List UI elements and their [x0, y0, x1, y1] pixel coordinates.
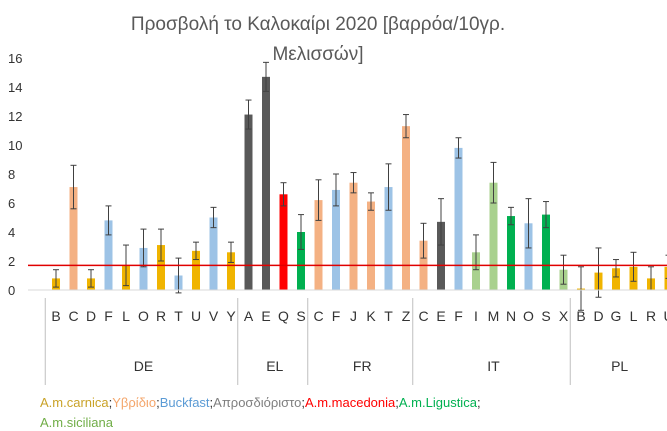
bar: [367, 201, 375, 290]
legend-entry: Buckfast: [160, 395, 210, 410]
x-tick-label: O: [523, 308, 534, 324]
x-tick-label: E: [436, 308, 445, 324]
bar: [279, 194, 288, 290]
legend-separator: ;: [156, 395, 160, 410]
group-label: DE: [134, 358, 153, 374]
y-tick-label: 8: [8, 167, 15, 182]
legend-separator: ;: [109, 395, 113, 410]
bar: [104, 220, 113, 290]
x-tick-label: C: [418, 308, 428, 324]
x-tick-label: R: [156, 308, 166, 324]
legend-separator: ;: [210, 395, 214, 410]
legend-separator: ;: [477, 395, 481, 410]
x-tick-label: M: [488, 308, 500, 324]
group-label: EL: [266, 358, 283, 374]
x-tick-label: A: [244, 308, 254, 324]
x-tick-label: L: [630, 308, 638, 324]
bar: [437, 221, 445, 290]
x-tick-label: F: [454, 308, 463, 324]
x-tick-label: X: [559, 308, 569, 324]
y-tick-label: 4: [8, 225, 15, 240]
x-tick-label: K: [366, 308, 376, 324]
x-tick-label: N: [506, 308, 516, 324]
bar: [384, 187, 393, 290]
legend-entry: A.m.siciliana: [40, 415, 114, 430]
x-tick-label: E: [261, 308, 270, 324]
x-tick-label: T: [384, 308, 393, 324]
y-tick-label: 12: [8, 109, 22, 124]
x-tick-label: F: [104, 308, 113, 324]
x-tick-label: F: [332, 308, 341, 324]
x-tick-label: J: [350, 308, 357, 324]
bar: [472, 252, 480, 290]
bar: [349, 182, 358, 290]
bar: [454, 147, 463, 290]
bar: [244, 114, 253, 290]
bar: [507, 216, 515, 290]
bar: [227, 252, 235, 290]
y-tick-label: 2: [8, 254, 15, 269]
x-tick-label: T: [174, 308, 183, 324]
bar: [489, 182, 498, 290]
bar: [157, 245, 165, 290]
x-tick-label: G: [611, 308, 622, 324]
x-tick-label: V: [209, 308, 219, 324]
legend-entry: Υβρίδιο: [112, 395, 156, 410]
chart-title: Προσβολή το Καλοκαίρι 2020 [βαρρόα/10γρ.: [131, 14, 505, 35]
bar: [314, 200, 323, 290]
x-tick-label: C: [313, 308, 323, 324]
legend-entry: Απροσδιόριστο: [213, 395, 301, 410]
chart-title: Μελισσών]: [272, 44, 363, 65]
y-tick-label: 10: [8, 138, 22, 153]
x-tick-label: R: [646, 308, 656, 324]
bar: [297, 232, 305, 290]
x-tick-label: Y: [226, 308, 236, 324]
x-tick-label: D: [593, 308, 603, 324]
x-tick-label: C: [68, 308, 78, 324]
legend-entry: A.m.carnica: [40, 395, 109, 410]
bar: [524, 223, 533, 290]
x-tick-label: Q: [278, 308, 289, 324]
bar: [139, 247, 148, 290]
bar: [542, 214, 550, 290]
legend: A.m.siciliana: [40, 415, 114, 430]
bar: [192, 250, 200, 290]
legend-entry: A.m.macedonia: [305, 395, 396, 410]
bar: [402, 126, 410, 291]
group-label: PL: [611, 358, 628, 374]
x-tick-label: D: [86, 308, 96, 324]
bar: [209, 217, 218, 290]
x-tick-label: B: [576, 308, 585, 324]
x-tick-label: O: [138, 308, 149, 324]
x-tick-label: S: [541, 308, 550, 324]
x-tick-label: L: [122, 308, 130, 324]
bar: [612, 268, 620, 290]
x-tick-label: B: [51, 308, 60, 324]
x-tick-label: U: [663, 308, 667, 324]
bar: [262, 76, 270, 290]
legend: A.m.carnica;Υβρίδιο;Buckfast;Απροσδιόρισ…: [40, 395, 481, 410]
x-tick-label: S: [296, 308, 305, 324]
legend-separator: ;: [395, 395, 399, 410]
legend-separator: ;: [301, 395, 305, 410]
y-tick-label: 16: [8, 51, 22, 66]
x-tick-label: I: [474, 308, 478, 324]
x-tick-label: U: [191, 308, 201, 324]
group-label: IT: [487, 358, 500, 374]
y-tick-label: 14: [8, 80, 22, 95]
legend-entry: A.m.Ligustica: [399, 395, 478, 410]
bar: [332, 189, 340, 290]
y-tick-label: 0: [8, 283, 15, 298]
bar: [69, 187, 78, 290]
group-label: FR: [353, 358, 372, 374]
y-tick-label: 6: [8, 196, 15, 211]
x-tick-label: Z: [402, 308, 411, 324]
